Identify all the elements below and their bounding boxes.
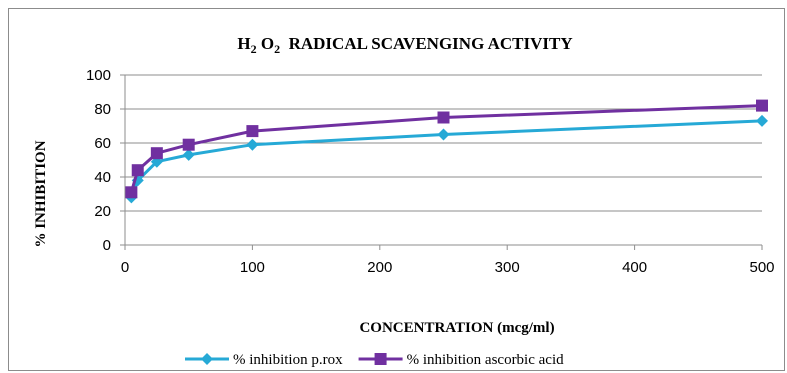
series-1 — [125, 114, 768, 204]
data-point — [125, 186, 138, 199]
series-2 — [125, 99, 768, 199]
y-axis-title: % INHIBITION — [33, 140, 49, 247]
chart-frame: H2 O2 RADICAL SCAVENGING ACTIVITY 0 20 40 6… — [8, 8, 785, 371]
y-tick-label: 100 — [86, 67, 111, 84]
axes — [120, 74, 763, 250]
legend-swatch-marker — [201, 353, 213, 365]
legend-item-1: % inhibition p.rox — [185, 352, 343, 368]
title-part: H — [237, 34, 250, 53]
data-point — [756, 114, 768, 127]
data-point — [182, 148, 195, 161]
x-tick-label: 0 — [121, 259, 129, 276]
y-tick-labels: 0 20 40 60 80 100 — [86, 67, 111, 254]
data-point — [246, 125, 259, 138]
x-tick-label: 400 — [622, 259, 647, 276]
x-tick-label: 200 — [367, 259, 392, 276]
data-point — [437, 111, 450, 124]
y-tick-label: 0 — [103, 237, 111, 254]
legend-item-2: % inhibition ascorbic acid — [358, 352, 565, 368]
data-point — [150, 147, 163, 160]
gridlines — [125, 74, 762, 212]
data-point — [131, 174, 144, 187]
y-tick-label: 60 — [94, 135, 111, 152]
data-point — [437, 128, 450, 141]
y-tick-label: 40 — [94, 169, 111, 186]
x-tick-label: 100 — [240, 259, 265, 276]
title-part: O — [257, 34, 274, 53]
title-part: 2 — [274, 42, 280, 56]
chart-svg: H2 O2 RADICAL SCAVENGING ACTIVITY 020406… — [33, 34, 775, 368]
data-point — [182, 138, 195, 151]
x-axis-title: CONCENTRATION (mcg/ml) — [359, 320, 554, 336]
title-part: RADICAL SCAVENGING ACTIVITY — [280, 34, 573, 53]
data-point — [131, 164, 144, 177]
x-tick-label: 500 — [749, 259, 774, 276]
x-tick-label: 300 — [495, 259, 520, 276]
title-part: 2 — [251, 42, 257, 56]
legend-label: % inhibition p.rox — [233, 352, 343, 368]
x-tick-labels: 0 100 200 300 400 500 — [121, 259, 775, 276]
legend: % inhibition p.rox % inhibition ascorbic … — [185, 352, 564, 368]
y-tick-label: 80 — [94, 101, 111, 118]
legend-swatch-marker — [374, 353, 387, 365]
legend-label: % inhibition ascorbic acid — [407, 352, 565, 368]
data-point — [756, 99, 768, 112]
data-point — [246, 138, 259, 151]
y-tick-label: 20 — [94, 203, 111, 220]
series-lines — [125, 99, 768, 204]
chart-title: H2 O2 RADICAL SCAVENGING ACTIVITY — [237, 34, 572, 56]
